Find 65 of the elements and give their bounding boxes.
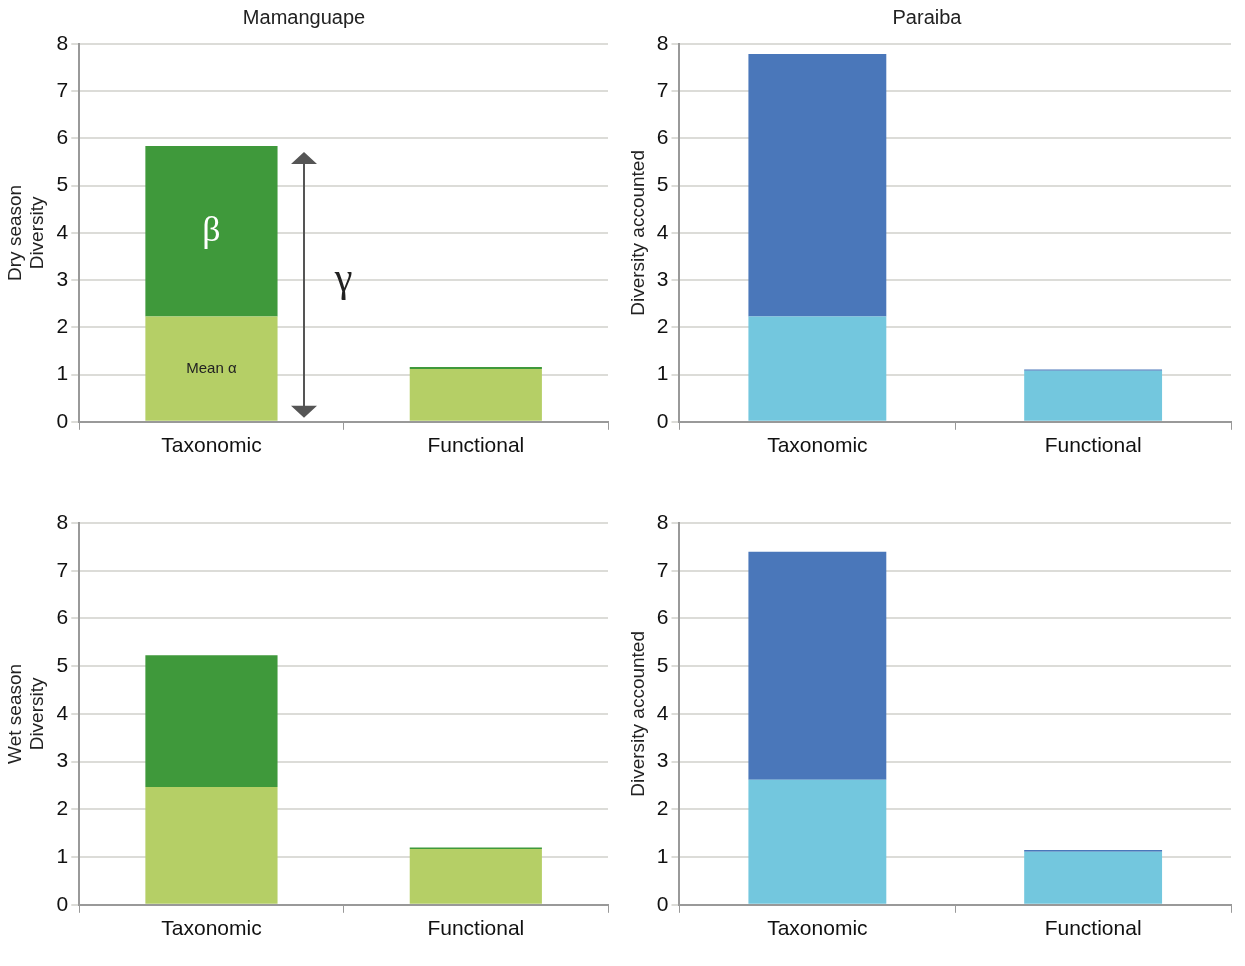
y-tick-label: 1 <box>656 843 669 867</box>
bar <box>748 551 887 780</box>
y-tick-label: 7 <box>656 557 669 581</box>
y-tick-label: 4 <box>56 700 69 724</box>
y-tick-label: 6 <box>56 125 69 149</box>
y-tick-label: 7 <box>656 78 669 102</box>
y-tick-label: 3 <box>56 266 69 290</box>
x-tick-label: Taxonomic <box>767 916 868 940</box>
y-tick-label: 6 <box>656 605 669 629</box>
y-tick-label: 2 <box>56 796 69 820</box>
y-tick-label: 6 <box>656 125 669 149</box>
y-tick-label: 0 <box>56 891 69 915</box>
y-tick-label: 8 <box>56 509 69 533</box>
bar <box>145 786 278 904</box>
y-tick-label: 5 <box>656 172 669 196</box>
y-tick-label: 8 <box>656 30 669 54</box>
y-tick-label: 0 <box>656 408 669 432</box>
x-tick-label: Functional <box>427 433 525 457</box>
annotation: γ <box>333 254 353 300</box>
bar <box>145 655 278 787</box>
bar <box>748 316 887 421</box>
y-tick-label: 3 <box>656 748 669 772</box>
y-tick-label: 0 <box>656 891 669 915</box>
bar <box>409 368 542 421</box>
y-tick-label: 2 <box>656 796 669 820</box>
y-tick-label: 1 <box>56 843 69 867</box>
x-tick-label: Taxonomic <box>161 433 262 457</box>
y-tick-label: 5 <box>56 652 69 676</box>
bar <box>1024 370 1163 421</box>
y-tick-label: 4 <box>656 219 669 243</box>
y-tick-label: 0 <box>56 408 69 432</box>
y-tick-label: 1 <box>656 361 669 385</box>
bar <box>145 146 278 317</box>
y-axis-title: Diversity accounted <box>626 150 648 316</box>
y-tick-label: 5 <box>56 172 69 196</box>
y-tick-label: 8 <box>656 509 669 533</box>
x-tick-label: Taxonomic <box>161 916 262 940</box>
y-tick-label: 5 <box>656 652 669 676</box>
bar <box>409 848 542 904</box>
x-tick-label: Taxonomic <box>767 433 868 457</box>
x-tick-label: Functional <box>1044 916 1142 940</box>
x-tick-label: Functional <box>427 916 525 940</box>
y-tick-label: 3 <box>656 266 669 290</box>
y-tick-label: 7 <box>56 557 69 581</box>
chart-title: Paraiba <box>892 5 963 28</box>
x-tick-label: Functional <box>1044 433 1142 457</box>
bar <box>748 779 887 904</box>
bar <box>145 316 278 421</box>
y-axis-title: Dry season Diversity <box>3 184 48 281</box>
y-tick-label: 7 <box>56 78 69 102</box>
y-tick-label: 3 <box>56 748 69 772</box>
chart-title: Mamanguape <box>242 5 366 28</box>
bar <box>1024 851 1163 904</box>
y-tick-label: 1 <box>56 361 69 385</box>
y-tick-label: 2 <box>56 314 69 338</box>
bar <box>748 53 887 317</box>
y-tick-label: 6 <box>56 605 69 629</box>
annotation: β <box>202 208 221 249</box>
y-tick-label: 2 <box>656 314 669 338</box>
y-tick-label: 4 <box>56 219 69 243</box>
y-axis-title: Wet season Diversity <box>3 663 48 764</box>
y-tick-label: 8 <box>56 30 69 54</box>
annotation: Mean α <box>186 358 237 376</box>
y-tick-label: 4 <box>656 700 669 724</box>
y-axis-title: Diversity accounted <box>626 631 648 797</box>
